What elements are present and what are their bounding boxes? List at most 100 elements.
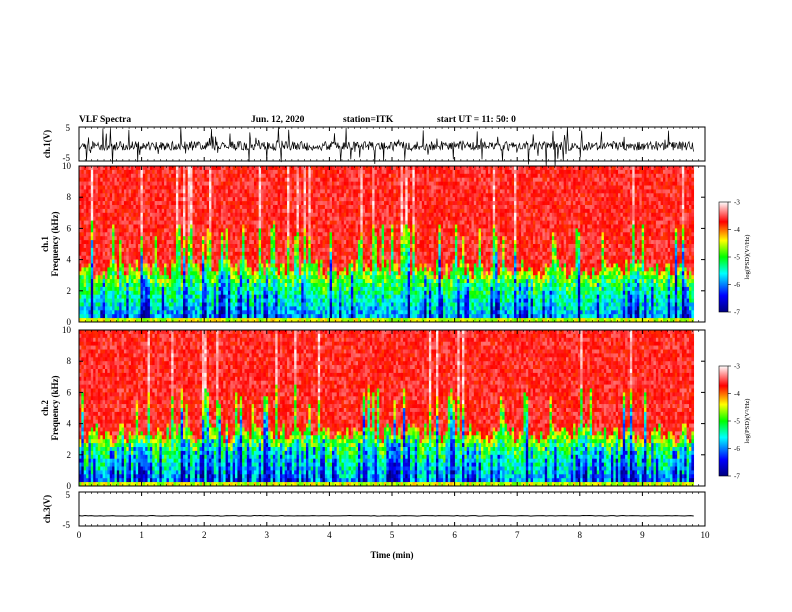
- spectrogram-cell: [287, 232, 290, 237]
- spectrogram-cell: [197, 283, 200, 288]
- spectrogram-cell: [282, 193, 285, 198]
- spectrogram-cell: [192, 306, 196, 311]
- spectrogram-cell: [100, 263, 103, 268]
- spectrogram-cell: [287, 286, 290, 292]
- spectrogram-cell: [362, 208, 366, 214]
- spectrogram-cell: [218, 290, 222, 295]
- spectrogram-cell: [329, 283, 333, 288]
- spectrogram-cell: [362, 220, 366, 225]
- spectrogram-cell: [159, 181, 163, 186]
- spectrogram-cell: [367, 310, 371, 315]
- spectrogram-cell: [79, 208, 82, 214]
- spectrogram-cell: [185, 236, 189, 241]
- spectrogram-cell: [360, 294, 364, 299]
- spectrogram-cell: [284, 189, 288, 194]
- spectrogram-cell: [126, 271, 129, 276]
- spectrogram-cell: [218, 193, 222, 198]
- spectrogram-cell: [289, 244, 293, 249]
- spectrogram-cell: [149, 255, 153, 260]
- spectrogram-cell: [268, 197, 271, 202]
- spectrogram-cell: [322, 212, 326, 217]
- spectrogram-cell: [310, 247, 314, 253]
- spectrogram-cell: [261, 318, 264, 323]
- spectrogram-cell: [187, 318, 191, 323]
- spectrogram-cell: [194, 169, 198, 175]
- spectrogram-cell: [308, 244, 311, 249]
- spectrogram-cell: [135, 169, 139, 175]
- spectrogram-cell: [211, 247, 215, 253]
- spectrogram-cell: [242, 181, 245, 186]
- spectrogram-cell: [220, 173, 224, 178]
- spectrogram-cell: [109, 236, 113, 241]
- spectrogram-cell: [310, 224, 314, 229]
- spectrogram-cell: [296, 240, 300, 245]
- spectrogram-cell: [183, 208, 186, 214]
- spectrogram-cell: [277, 224, 281, 229]
- spectrogram-cell: [348, 220, 352, 225]
- spectrogram-cell: [223, 169, 226, 175]
- spectrogram-cell: [183, 279, 186, 284]
- spectrogram-cell: [282, 247, 285, 253]
- spectrogram-cell: [149, 267, 153, 272]
- spectrogram-cell: [343, 283, 347, 288]
- spectrogram-cell: [322, 193, 326, 198]
- spectrogram-cell: [258, 251, 262, 256]
- spectrogram-cell: [93, 290, 96, 295]
- spectrogram-cell: [357, 290, 361, 295]
- spectrogram-cell: [275, 181, 278, 186]
- spectrogram-cell: [152, 279, 155, 284]
- spectrogram-cell: [320, 302, 323, 307]
- spectrogram-cell: [204, 224, 207, 229]
- spectrogram-cell: [223, 232, 226, 237]
- spectrogram-cell: [109, 228, 113, 233]
- spectrogram-cell: [272, 224, 276, 229]
- spectrogram-cell: [199, 205, 203, 210]
- spectrogram-cell: [336, 247, 340, 253]
- spectrogram-cell: [272, 267, 276, 272]
- spectrogram-cell: [315, 177, 319, 182]
- spectrogram-cell: [97, 177, 101, 182]
- spectrogram-cell: [157, 286, 160, 292]
- spectrogram-cell: [258, 181, 262, 186]
- spectrogram-cell: [334, 271, 338, 276]
- spectrogram-cell: [187, 169, 191, 175]
- spectrogram-cell: [303, 294, 307, 299]
- spectrogram-cell: [265, 244, 269, 249]
- spectrogram-cell: [138, 283, 141, 288]
- spectrogram-cell: [230, 177, 233, 182]
- spectrogram-cell: [168, 185, 172, 190]
- spectrogram-cell: [93, 208, 96, 214]
- spectrogram-cell: [230, 251, 233, 256]
- spectrogram-cell: [277, 173, 281, 178]
- spectrogram-cell: [123, 240, 127, 245]
- spectrogram-cell: [357, 216, 361, 221]
- spectrogram-cell: [95, 314, 99, 319]
- spectrogram-cell: [369, 185, 373, 190]
- spectrogram-cell: [102, 224, 106, 229]
- spectrogram-cell: [341, 263, 345, 268]
- spectrogram-cell: [161, 177, 165, 182]
- spectrogram-cell: [83, 193, 87, 198]
- spectrogram-cell: [128, 283, 132, 288]
- spectrogram-cell: [369, 298, 373, 303]
- spectrogram-cell: [296, 185, 300, 190]
- spectrogram-cell: [355, 228, 359, 233]
- spectrogram-cell: [123, 220, 127, 225]
- spectrogram-cell: [211, 220, 215, 225]
- spectrogram-cell: [138, 279, 141, 284]
- spectrogram-cell: [372, 232, 375, 237]
- spectrogram-cell: [369, 216, 373, 221]
- spectrogram-cell: [350, 240, 354, 245]
- spectrogram-cell: [367, 298, 371, 303]
- spectrogram-cell: [123, 181, 127, 186]
- spectrogram-cell: [336, 283, 340, 288]
- spectrogram-cell: [367, 173, 371, 178]
- spectrogram-cell: [291, 166, 295, 171]
- spectrogram-cell: [97, 193, 101, 198]
- spectrogram-cell: [270, 193, 274, 198]
- spectrogram-cell: [119, 232, 122, 237]
- spectrogram-cell: [209, 244, 212, 249]
- spectrogram-cell: [220, 310, 224, 315]
- spectrogram-cell: [253, 247, 257, 253]
- spectrogram-cell: [157, 298, 160, 303]
